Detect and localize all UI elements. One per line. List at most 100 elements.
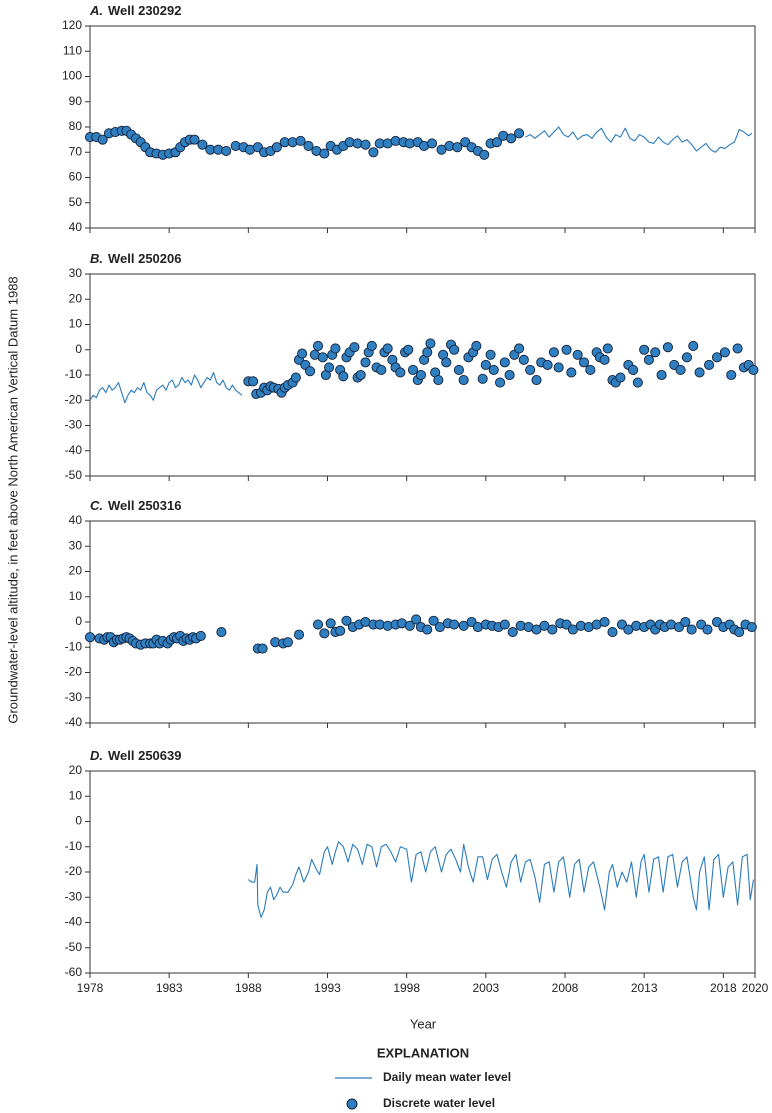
- discrete-point: [499, 619, 510, 630]
- x-tick-label: 2003: [472, 981, 499, 995]
- discrete-point: [680, 616, 691, 628]
- y-tick-label: 100: [62, 69, 82, 83]
- panel-title: C. Well 250316: [90, 498, 181, 513]
- discrete-point: [376, 364, 387, 376]
- discrete-point: [650, 347, 661, 358]
- discrete-point: [360, 357, 371, 368]
- y-axis-label: Groundwater-level altitude, in feet abov…: [5, 276, 20, 723]
- discrete-point: [734, 627, 745, 638]
- discrete-point: [433, 374, 444, 386]
- y-tick-label: 20: [69, 763, 83, 777]
- discrete-point: [366, 340, 377, 352]
- panel-title: B. Well 250206: [90, 251, 181, 266]
- legend-entry: Daily mean water level: [383, 1070, 511, 1084]
- discrete-point: [491, 137, 502, 148]
- discrete-point: [415, 369, 426, 381]
- discrete-point: [726, 369, 737, 381]
- discrete-point: [566, 367, 577, 378]
- discrete-point: [197, 139, 208, 150]
- y-tick-label: -20: [65, 665, 83, 679]
- panel-name: Well 250206: [108, 251, 181, 266]
- discrete-point: [403, 344, 414, 355]
- legend-entry: Discrete water level: [383, 1096, 495, 1110]
- y-tick-label: -10: [65, 639, 83, 653]
- y-tick-label: 10: [69, 589, 83, 603]
- discrete-point: [395, 367, 406, 378]
- y-tick-label: 80: [69, 119, 83, 133]
- y-tick-label: -10: [65, 839, 83, 853]
- discrete-point: [704, 359, 715, 370]
- discrete-point: [360, 139, 371, 150]
- discrete-point: [480, 359, 491, 370]
- y-tick-label: -30: [65, 889, 83, 903]
- discrete-point: [189, 134, 200, 145]
- y-tick-label: 10: [69, 317, 83, 331]
- y-tick-label: 0: [75, 342, 82, 356]
- plot-frame: [89, 520, 756, 724]
- y-tick-label: 30: [69, 538, 83, 552]
- discrete-point: [662, 342, 673, 353]
- discrete-point: [355, 369, 366, 381]
- discrete-point: [425, 338, 436, 349]
- discrete-point: [495, 377, 506, 388]
- discrete-point: [317, 352, 328, 363]
- discrete-point: [319, 148, 330, 159]
- discrete-point: [628, 364, 639, 376]
- y-tick-label: 120: [62, 18, 82, 32]
- legend-marker-swatch: [346, 1098, 358, 1110]
- discrete-point: [312, 619, 324, 630]
- discrete-point: [643, 354, 654, 365]
- discrete-point: [325, 618, 336, 629]
- discrete-point: [719, 347, 730, 358]
- x-tick-label: 2018: [710, 981, 737, 995]
- discrete-point: [295, 135, 306, 146]
- discrete-point: [297, 348, 308, 359]
- discrete-point: [404, 620, 415, 631]
- discrete-point: [602, 343, 613, 354]
- discrete-point: [84, 632, 96, 643]
- daily-mean-line: [89, 371, 243, 404]
- y-tick-label: 20: [69, 291, 83, 305]
- discrete-point: [449, 619, 460, 630]
- discrete-point: [330, 343, 341, 354]
- discrete-point: [547, 624, 558, 635]
- y-tick-label: 90: [69, 94, 83, 108]
- x-tick-label: 2020: [742, 981, 769, 995]
- discrete-point: [195, 630, 206, 641]
- y-tick-label: 0: [75, 614, 82, 628]
- discrete-point: [711, 352, 723, 363]
- y-tick-label: -10: [65, 367, 83, 381]
- legend-title: EXPLANATION: [377, 1045, 469, 1060]
- discrete-point: [578, 357, 590, 368]
- discrete-point: [542, 359, 553, 370]
- discrete-point: [335, 625, 346, 636]
- y-tick-label: -50: [65, 468, 83, 482]
- daily-mean-line: [525, 126, 753, 153]
- discrete-point: [688, 340, 699, 352]
- panel-letter: B.: [90, 251, 103, 266]
- discrete-point: [499, 357, 510, 368]
- y-tick-label: 20: [69, 564, 83, 578]
- discrete-point: [572, 349, 583, 360]
- discrete-point: [449, 344, 460, 355]
- discrete-point: [488, 364, 499, 376]
- discrete-point: [748, 364, 759, 376]
- panel-letter: A.: [89, 3, 103, 18]
- discrete-point: [525, 364, 536, 376]
- x-tick-label: 1993: [314, 981, 341, 995]
- discrete-point: [422, 347, 433, 358]
- discrete-point: [441, 357, 452, 368]
- discrete-point: [453, 364, 464, 376]
- y-tick-label: 70: [69, 144, 83, 158]
- panel-letter: C.: [90, 498, 103, 513]
- y-tick-label: -40: [65, 443, 83, 457]
- discrete-point: [248, 376, 259, 387]
- y-tick-label: 40: [69, 220, 83, 234]
- discrete-point: [338, 371, 349, 382]
- y-tick-label: 0: [75, 814, 82, 828]
- discrete-point: [553, 362, 564, 373]
- discrete-point: [452, 142, 463, 153]
- discrete-point: [506, 133, 517, 144]
- discrete-point: [271, 142, 282, 153]
